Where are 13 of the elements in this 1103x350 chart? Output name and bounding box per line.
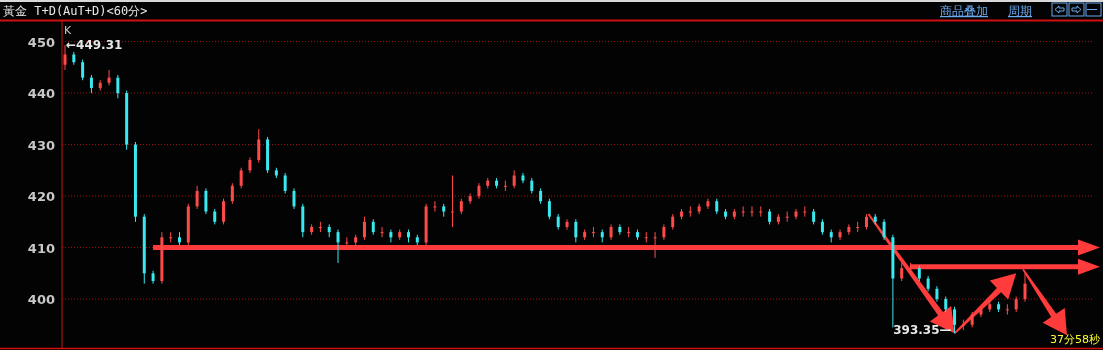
text: 37分58秒 xyxy=(1050,333,1100,346)
y-tick-label: 410 xyxy=(27,240,55,256)
annotation: 393.35— xyxy=(893,323,952,338)
annotation: K xyxy=(64,24,72,37)
y-tick-label: 440 xyxy=(27,86,55,102)
annotation: ←449.31 xyxy=(66,38,123,53)
y-tick-label: 420 xyxy=(27,189,55,205)
text: 周期 xyxy=(1008,4,1032,18)
y-tick-label: 400 xyxy=(27,292,55,308)
y-tick-label: 430 xyxy=(27,137,55,153)
chart-title: 黃金 T+D(AuT+D)<60分> xyxy=(3,4,148,18)
text: 商品叠加 xyxy=(940,4,988,18)
y-tick-label: 450 xyxy=(27,34,55,50)
